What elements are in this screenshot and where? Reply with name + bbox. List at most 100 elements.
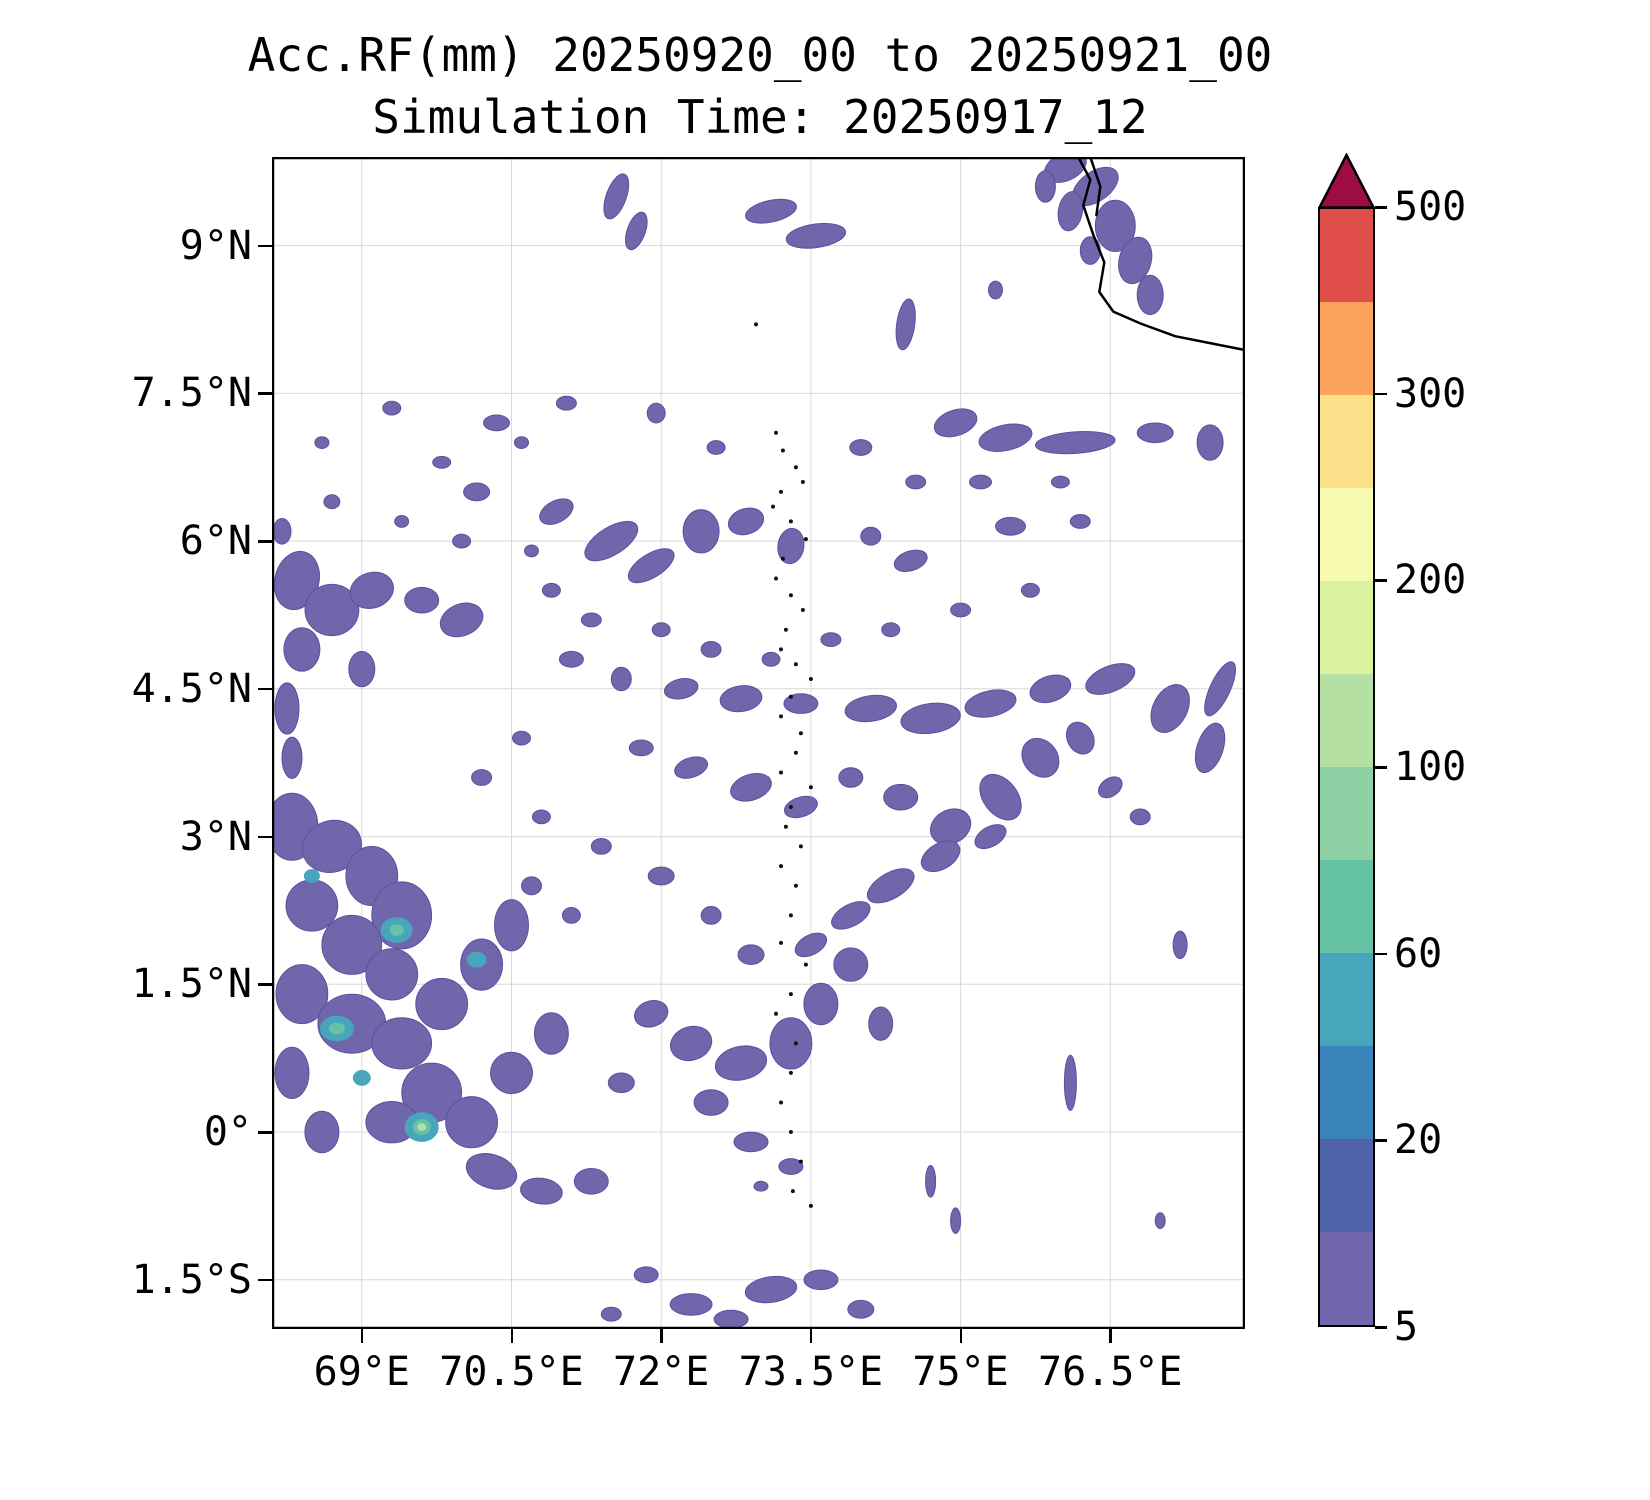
island-dot	[771, 504, 775, 509]
colorbar-tick-label: 200	[1394, 557, 1467, 604]
colorbar-segment	[1320, 1232, 1373, 1325]
colorbar-extend-arrow	[1318, 153, 1375, 209]
rain-patch	[777, 527, 805, 565]
island-dot	[788, 913, 793, 918]
rain-patch	[785, 222, 847, 249]
y-tick-mark	[258, 687, 272, 691]
y-tick-mark	[258, 1278, 272, 1282]
island-dot	[774, 1011, 778, 1016]
gridlines	[272, 157, 1245, 1329]
rain-patch	[352, 1070, 371, 1086]
rain-patch	[895, 298, 916, 351]
colorbar-tick-label: 20	[1394, 1117, 1443, 1164]
rain-patch	[533, 1012, 569, 1055]
x-tick-label: 69°E	[313, 1349, 410, 1395]
colorbar-segment	[1320, 674, 1373, 767]
rain-patch	[603, 173, 630, 220]
rain-patch	[465, 1153, 518, 1190]
island-dot	[808, 1203, 813, 1208]
rain-patch	[561, 907, 581, 924]
rain-patch	[323, 494, 341, 510]
rain-patch	[744, 1275, 798, 1304]
rain-patch	[348, 650, 376, 688]
rain-patch	[394, 515, 410, 528]
rain-patch	[1118, 236, 1153, 285]
rain-patch	[452, 533, 472, 549]
x-tick-mark	[1109, 1329, 1112, 1343]
island-dot	[803, 537, 808, 542]
rain-patch	[1136, 422, 1174, 444]
rain-patch	[700, 906, 722, 925]
rain-patch	[521, 876, 542, 896]
rain-patch	[1029, 674, 1072, 704]
colorbar-tick-mark	[1375, 392, 1387, 396]
island-dot	[793, 750, 798, 755]
colorbar-segment	[1320, 302, 1373, 395]
y-tick-mark	[258, 1131, 272, 1134]
rain-patch	[700, 641, 722, 658]
colorbar-tick-mark	[1375, 579, 1387, 582]
rain-patch	[783, 795, 818, 819]
rain-patch	[432, 455, 452, 469]
rain-patch	[275, 964, 329, 1025]
rain-patch	[745, 198, 797, 224]
island-dot	[798, 844, 803, 849]
rain-patch	[950, 602, 972, 618]
island-dot	[798, 1159, 803, 1164]
rain-patch	[1204, 661, 1237, 717]
rain-patch	[1154, 1212, 1166, 1230]
island-dot	[774, 430, 778, 435]
island-dot	[783, 824, 788, 829]
colorbar-tick-label: 60	[1394, 930, 1443, 977]
rain-patch	[524, 544, 539, 558]
rain-patch	[893, 549, 928, 572]
rain-patch	[838, 767, 864, 788]
rain-patch	[1050, 475, 1070, 489]
colorbar-tick-mark	[1375, 1139, 1387, 1142]
chart-title: Acc.RF(mm) 20250920_00 to 20250921_00	[247, 28, 1273, 82]
rain-patch	[979, 773, 1022, 821]
rain-patch	[627, 548, 675, 584]
colorbar-tick-mark	[1375, 1326, 1387, 1329]
rain-patch	[628, 739, 654, 757]
rain-patch	[974, 824, 1007, 850]
rain-patch	[1079, 236, 1101, 265]
rain-patch	[769, 1017, 813, 1070]
rain-patch	[820, 632, 842, 648]
colorbar-segment	[1320, 953, 1373, 1046]
rain-patch	[833, 947, 869, 982]
x-tick-mark	[360, 1329, 364, 1343]
rain-patch	[1097, 776, 1123, 799]
rain-patch	[964, 689, 1017, 718]
island-dot	[793, 1041, 798, 1046]
rain-patch	[303, 869, 320, 883]
island-dot	[779, 1100, 783, 1105]
rain-patch	[555, 395, 577, 411]
island-dot	[780, 556, 785, 561]
rain-patch	[995, 516, 1026, 536]
island-dot	[779, 647, 783, 652]
x-tick-mark	[660, 1329, 663, 1343]
island-dot	[774, 576, 778, 581]
rain-patch	[531, 809, 551, 825]
colorbar-segment	[1320, 395, 1373, 488]
colorbar-segment	[1320, 581, 1373, 674]
rain-patch	[783, 693, 819, 714]
rain-patch	[727, 507, 765, 536]
island-dot	[788, 992, 793, 997]
rain-patch	[920, 840, 961, 873]
y-tick-mark	[258, 244, 272, 248]
coastline-group	[1077, 157, 1245, 352]
rain-patch	[285, 879, 339, 932]
rain-patch	[988, 280, 1003, 300]
coastline	[1077, 157, 1245, 352]
island-dot	[788, 519, 793, 524]
map-canvas	[272, 157, 1245, 1329]
island-dot	[779, 940, 783, 945]
rain-patch	[417, 1123, 427, 1131]
rain-patch	[634, 1000, 669, 1028]
rain-patch	[404, 586, 440, 614]
y-tick-label: 6°N	[179, 518, 252, 565]
x-tick-label: 70.5°E	[439, 1349, 584, 1395]
